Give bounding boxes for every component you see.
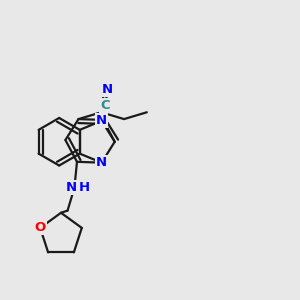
Text: N: N [96, 156, 107, 169]
Text: C: C [100, 99, 110, 112]
Text: N: N [102, 83, 113, 96]
Text: H: H [78, 181, 89, 194]
Text: N: N [96, 114, 107, 127]
Text: O: O [34, 221, 46, 234]
Text: N: N [66, 181, 77, 194]
